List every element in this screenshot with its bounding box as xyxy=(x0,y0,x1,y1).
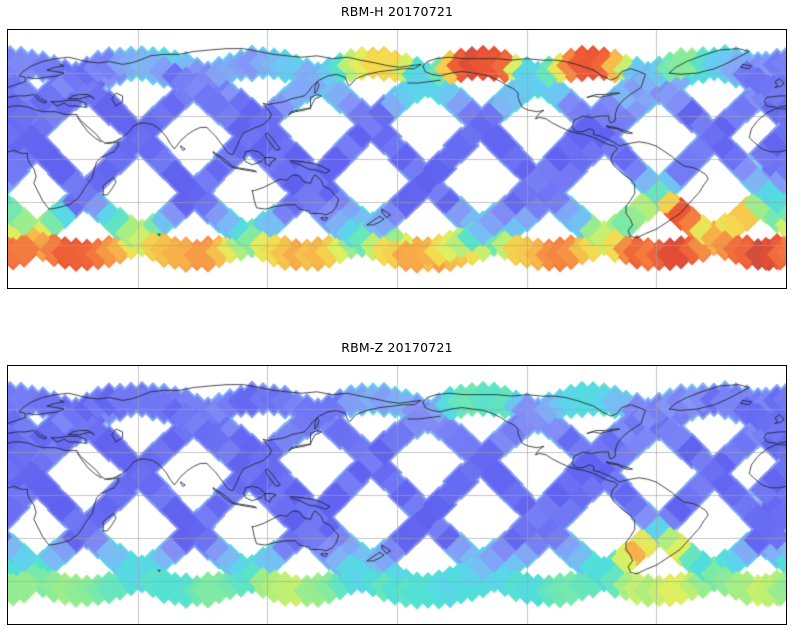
rbm-z-map-canvas xyxy=(8,366,786,624)
panel-title-rbm-z: RBM-Z 20170721 xyxy=(341,340,453,355)
map-panel-rbm-h xyxy=(7,29,787,289)
rbm-h-map-canvas xyxy=(8,30,786,288)
panel-title-rbm-h: RBM-H 20170721 xyxy=(340,4,454,19)
map-panel-rbm-z xyxy=(7,365,787,625)
